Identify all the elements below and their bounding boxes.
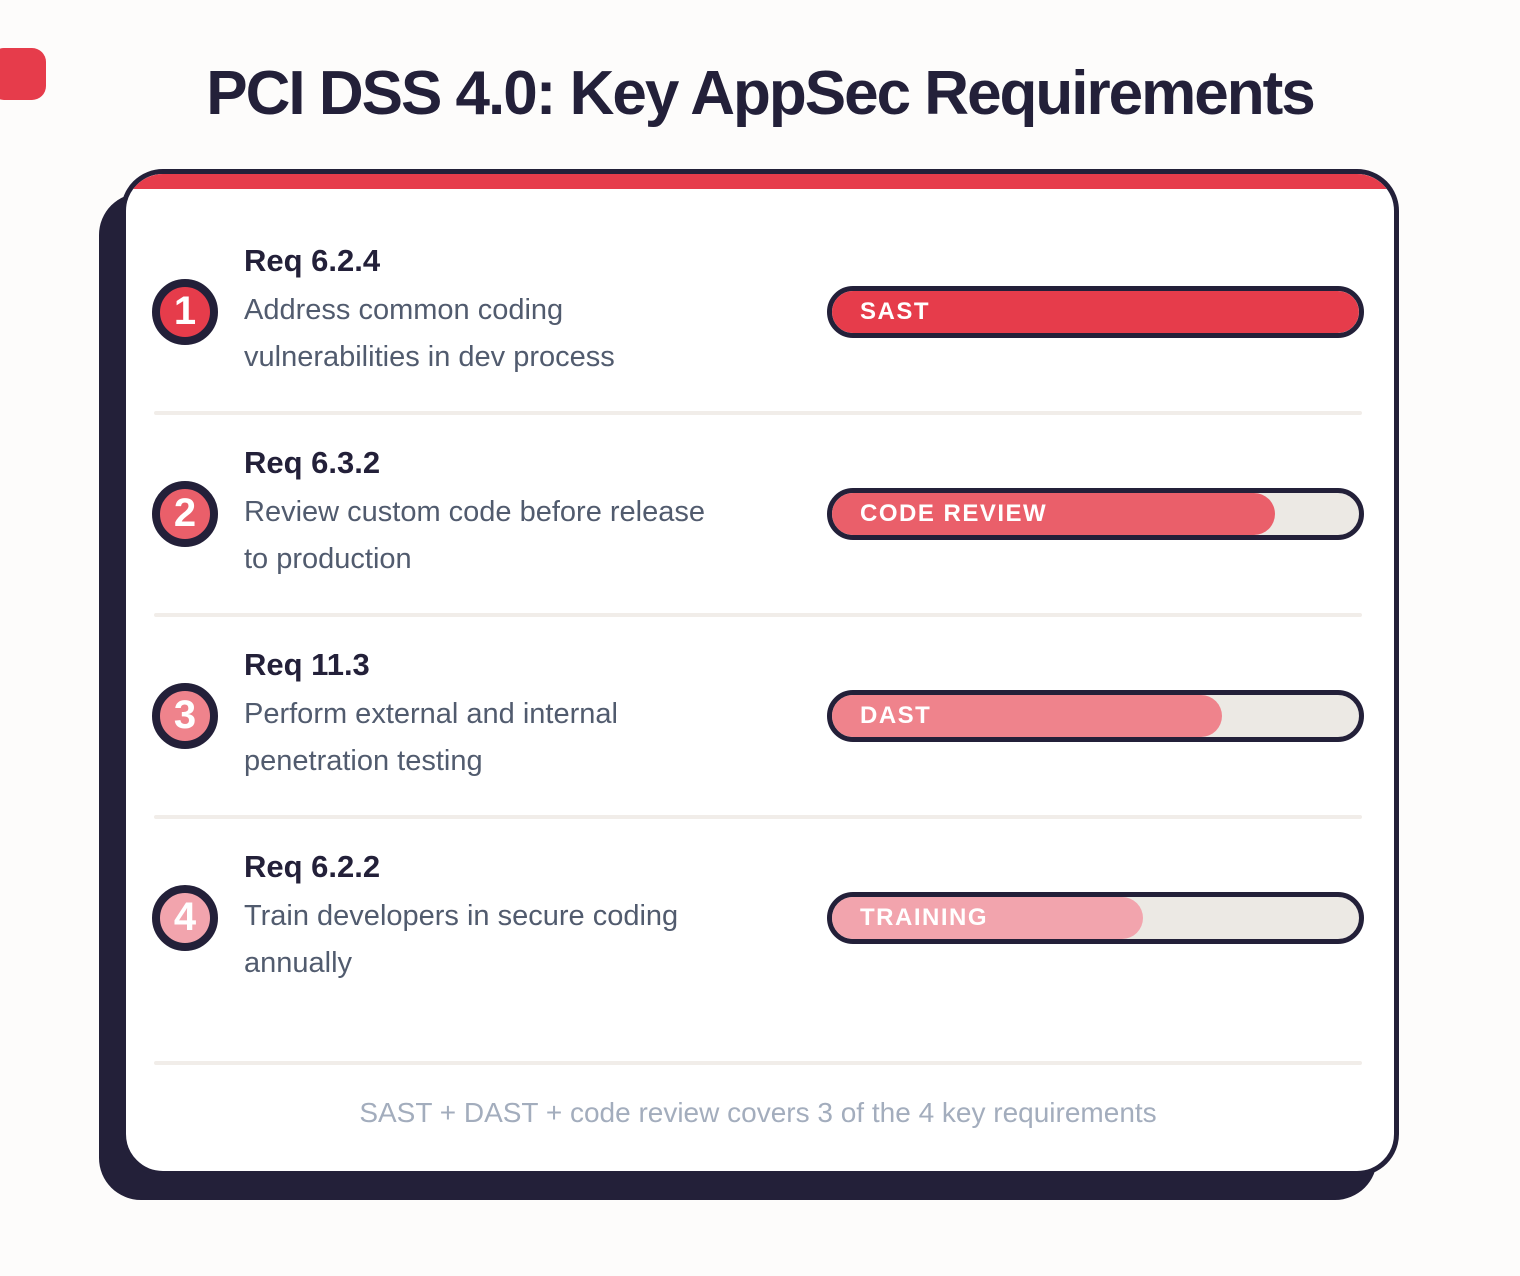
step-number-badge: 1: [152, 278, 218, 345]
requirement-row-2: 2 Req 6.3.2 Review custom code before re…: [152, 415, 1364, 613]
page-title: PCI DSS 4.0: Key AppSec Requirements: [206, 59, 1316, 128]
requirement-text: Req 11.3 Perform external and internal p…: [244, 647, 734, 785]
coverage-bar-fill: [832, 290, 1359, 333]
coverage-bar-label: CODE REVIEW: [860, 499, 1048, 527]
row-divider: [154, 612, 1362, 617]
row-divider: [154, 814, 1362, 819]
requirement-description: Review custom code before release to pro…: [244, 495, 706, 575]
requirement-row-3: 3 Req 11.3 Perform external and internal…: [152, 617, 1364, 815]
requirements-card: 1 Req 6.2.4 Address common coding vulner…: [121, 169, 1399, 1176]
coverage-bar: DAST: [827, 689, 1364, 742]
row-divider: [154, 410, 1362, 415]
coverage-bar: CODE REVIEW: [827, 487, 1364, 540]
requirement-row-1: 1 Req 6.2.4 Address common coding vulner…: [152, 213, 1364, 411]
coverage-bar-label: TRAINING: [860, 903, 988, 931]
requirement-id: Req 6.2.2: [244, 848, 381, 884]
coverage-bar-fill: [832, 896, 1143, 939]
requirement-text: Req 6.2.2 Train developers in secure cod…: [244, 849, 734, 987]
corner-accent-shape: [0, 48, 46, 100]
step-number-badge: 3: [152, 682, 218, 749]
requirement-text: Req 6.3.2 Review custom code before rele…: [244, 445, 734, 583]
coverage-bar-fill: [832, 694, 1222, 737]
coverage-bar: SAST: [827, 285, 1364, 338]
card-accent-bar: [126, 174, 1394, 189]
requirement-row-4: 4 Req 6.2.2 Train developers in secure c…: [152, 819, 1364, 1017]
bottom-spacer: [152, 1017, 1364, 1061]
summary-note: SAST + DAST + code review covers 3 of th…: [359, 1096, 1157, 1128]
coverage-bar-fill: [832, 492, 1275, 535]
coverage-bar: TRAINING: [827, 891, 1364, 944]
requirement-description: Address common coding vulnerabilities in…: [244, 294, 615, 373]
requirement-id: Req 11.3: [244, 646, 370, 682]
requirement-description: Perform external and internal penetratio…: [244, 697, 618, 777]
step-number-badge: 2: [152, 480, 218, 547]
requirement-id: Req 6.3.2: [244, 444, 381, 480]
row-divider: [154, 1060, 1362, 1065]
coverage-bar-label: SAST: [860, 297, 931, 325]
requirement-id: Req 6.2.4: [244, 243, 381, 278]
requirement-description: Train developers in secure coding annual…: [244, 899, 679, 979]
step-number-badge: 4: [152, 884, 218, 951]
card-content: 1 Req 6.2.4 Address common coding vulner…: [126, 189, 1394, 1171]
coverage-bar-label: DAST: [860, 701, 932, 729]
requirement-text: Req 6.2.4 Address common coding vulnerab…: [244, 243, 734, 381]
